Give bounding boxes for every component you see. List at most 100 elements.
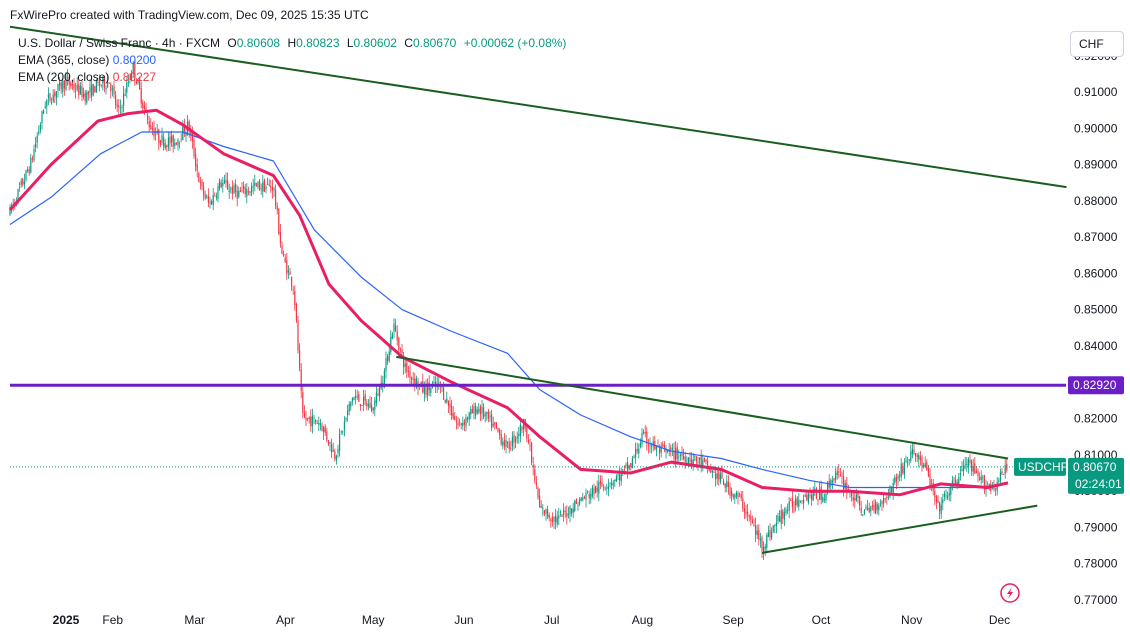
price-tags: 0.82920 USDCHF 0.80670 02:24:01 bbox=[1000, 376, 1124, 603]
candle bbox=[262, 174, 264, 198]
candle bbox=[852, 492, 854, 507]
trendline[interactable] bbox=[761, 504, 1038, 554]
candle bbox=[555, 508, 557, 530]
candle bbox=[999, 468, 1001, 484]
candle bbox=[279, 224, 281, 248]
candle bbox=[569, 504, 571, 523]
candle bbox=[785, 506, 787, 516]
candle bbox=[343, 416, 345, 437]
ema200-legend-row[interactable]: EMA (200, close) 0.80227 bbox=[18, 69, 566, 86]
candle bbox=[783, 507, 785, 527]
candle bbox=[243, 181, 245, 194]
candle bbox=[793, 500, 795, 514]
level-price-tag bbox=[1068, 376, 1124, 395]
time-axis[interactable]: 2025 Feb Mar Apr May Jun Jul Aug Sep Oct Nov Dec bbox=[53, 613, 1011, 627]
candle bbox=[388, 346, 390, 363]
candle bbox=[950, 484, 952, 502]
ema365-line bbox=[9, 131, 1009, 489]
candle bbox=[358, 391, 360, 403]
candle bbox=[348, 401, 350, 416]
candle bbox=[255, 182, 257, 188]
candle bbox=[335, 454, 337, 465]
candle bbox=[395, 318, 397, 333]
candle bbox=[678, 449, 680, 462]
candle bbox=[139, 76, 141, 90]
y-tick-label: 0.78000 bbox=[1074, 557, 1118, 571]
candle bbox=[238, 186, 240, 199]
candle bbox=[233, 182, 235, 194]
candle bbox=[692, 453, 694, 471]
candle bbox=[92, 83, 94, 97]
candle bbox=[884, 497, 886, 503]
candle bbox=[246, 183, 248, 204]
candle bbox=[761, 535, 763, 558]
candle bbox=[859, 495, 861, 511]
candle bbox=[719, 469, 721, 485]
candle bbox=[940, 497, 942, 519]
candle bbox=[283, 250, 285, 257]
candle bbox=[196, 158, 198, 178]
last-price-tag bbox=[1068, 457, 1124, 494]
candle bbox=[252, 178, 254, 195]
candle bbox=[767, 525, 769, 538]
candle bbox=[151, 122, 153, 136]
candle bbox=[22, 177, 24, 187]
candle bbox=[251, 182, 253, 197]
candle bbox=[403, 352, 405, 375]
candle bbox=[745, 505, 747, 519]
candle bbox=[230, 186, 232, 194]
candle bbox=[260, 183, 262, 195]
candle bbox=[113, 80, 115, 99]
candle bbox=[108, 82, 110, 84]
candle bbox=[166, 144, 168, 152]
candle bbox=[899, 471, 901, 482]
candle bbox=[110, 82, 112, 99]
candle bbox=[886, 495, 888, 505]
candle bbox=[977, 468, 979, 483]
candle bbox=[867, 500, 869, 511]
candle bbox=[399, 347, 401, 353]
open-value: 0.80608 bbox=[236, 36, 281, 50]
price-axis[interactable]: 0.920000.910000.900000.890000.880000.870… bbox=[1074, 49, 1118, 607]
candle bbox=[758, 524, 760, 546]
candle bbox=[327, 440, 329, 447]
ema365-legend-row[interactable]: EMA (365, close) 0.80200 bbox=[18, 52, 566, 69]
candle bbox=[427, 378, 429, 402]
candle bbox=[220, 179, 222, 189]
candle bbox=[308, 416, 310, 424]
candle bbox=[715, 469, 717, 487]
candle bbox=[895, 473, 897, 490]
trendline[interactable] bbox=[9, 25, 1067, 189]
candle bbox=[878, 503, 880, 516]
candle bbox=[790, 497, 792, 502]
candle bbox=[726, 474, 728, 493]
y-tick-label: 0.88000 bbox=[1074, 194, 1118, 208]
candle bbox=[19, 182, 21, 192]
candle bbox=[407, 365, 409, 378]
candle bbox=[547, 505, 549, 520]
x-tick-label: Oct bbox=[812, 613, 831, 627]
candle bbox=[756, 524, 758, 540]
x-tick-label: Sep bbox=[723, 613, 745, 627]
candle bbox=[219, 178, 221, 191]
candle bbox=[49, 92, 51, 103]
candle bbox=[36, 132, 38, 149]
candle bbox=[862, 514, 864, 517]
candle bbox=[231, 180, 233, 200]
candle bbox=[483, 403, 485, 420]
candle bbox=[150, 118, 152, 130]
candle bbox=[227, 172, 229, 190]
candle bbox=[775, 514, 777, 534]
ema200-label: EMA (200, close) bbox=[18, 70, 110, 84]
candle bbox=[57, 83, 59, 98]
candle bbox=[297, 315, 299, 354]
candle bbox=[705, 458, 707, 465]
candle bbox=[134, 59, 136, 86]
trendline[interactable] bbox=[396, 355, 1009, 460]
currency-selector[interactable]: CHF bbox=[1070, 31, 1124, 57]
candle bbox=[571, 508, 573, 517]
candle bbox=[68, 74, 70, 91]
x-tick-label: Feb bbox=[102, 613, 123, 627]
ohlc-legend-row[interactable]: U.S. Dollar / Swiss Franc · 4h · FXCM O0… bbox=[18, 35, 566, 52]
